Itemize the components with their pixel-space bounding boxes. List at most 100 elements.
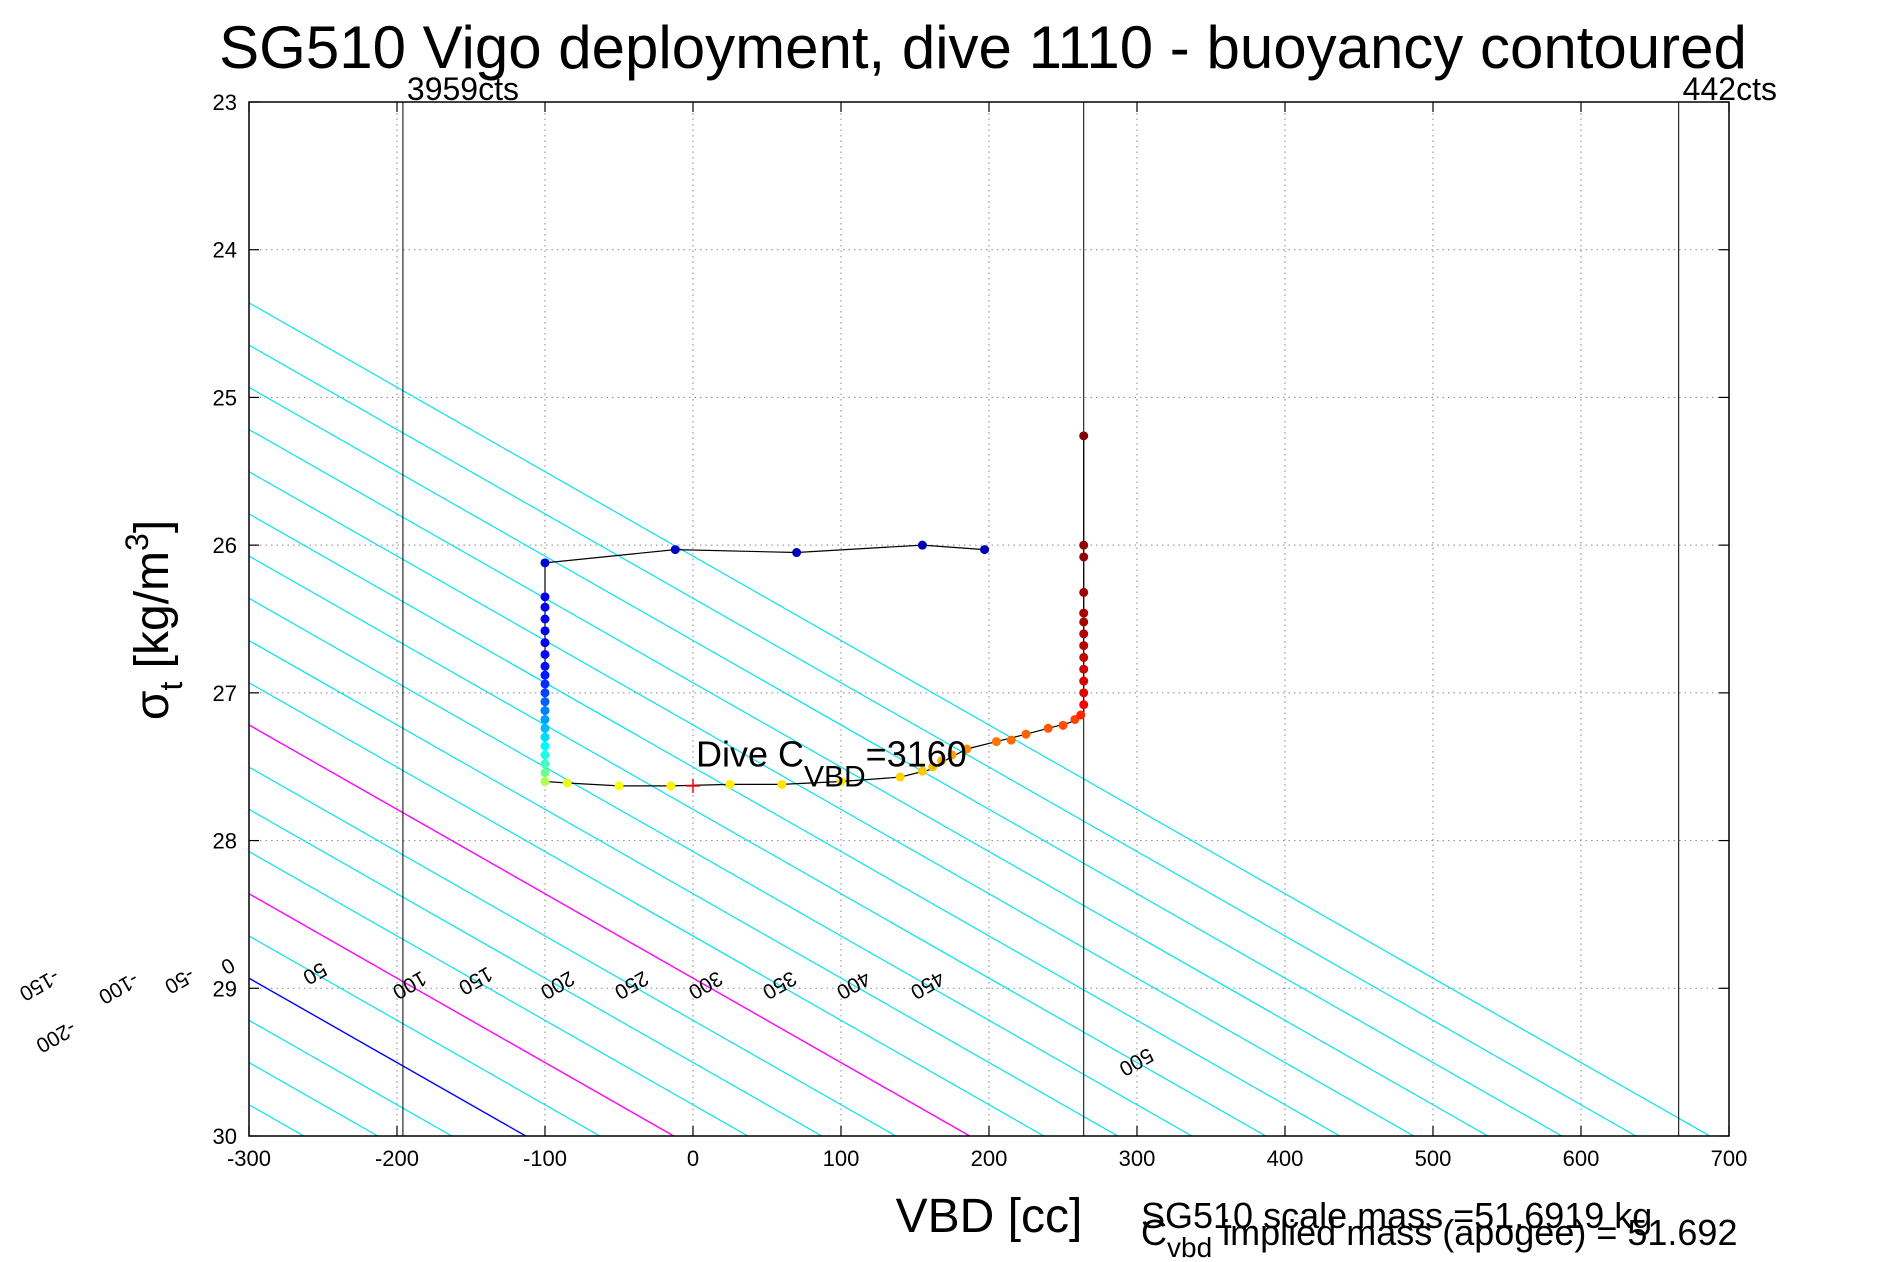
grid-lines [249,102,1729,1136]
data-point [540,592,550,602]
contour-line [0,102,8,1136]
data-points [540,431,1089,793]
x-tick-label: 300 [1119,1146,1156,1171]
implied-mass-annotation: Cvbd implied mass (apogee) = 51.692 [1141,1212,1737,1262]
data-point [1079,617,1089,627]
data-point [937,756,947,766]
data-point [1079,664,1089,674]
contour-label: 100 [388,966,430,1003]
data-point [540,776,550,786]
contour-line [249,471,1415,1136]
y-tick-label: 23 [213,90,237,115]
data-point [991,737,1001,747]
y-tick-label: 30 [213,1124,237,1149]
data-point [980,545,990,555]
data-point [540,697,550,707]
x-tick-label: 100 [823,1146,860,1171]
contour-label: -200 [32,1016,80,1057]
data-point [540,638,550,648]
x-axis-ticks: -300 -200 -100 0 100 200 300 400 500 600 700 [227,102,1747,1171]
data-point [1079,641,1089,651]
data-point [895,772,905,782]
data-point [1079,587,1089,597]
data-point [562,778,572,788]
data-point [666,781,676,791]
y-tick-label: 26 [213,533,237,558]
data-point [540,626,550,636]
contour-label: 200 [536,966,578,1003]
data-point [540,661,550,671]
contour-label: -50 [161,963,199,998]
data-point [540,706,550,716]
contour-line [249,766,897,1136]
contour-line [249,344,1637,1136]
data-point [540,649,550,659]
contour-label: 300 [684,966,726,1003]
data-point [725,779,735,789]
data-point [1076,710,1086,720]
x-tick-label: -300 [227,1146,271,1171]
data-point [1079,552,1089,562]
contour-line [249,682,1045,1136]
contour-line [249,639,1119,1136]
contour-label: 400 [832,966,874,1003]
contour-label: 50 [299,957,331,989]
contour-label: 250 [610,966,652,1003]
contour-label: 0 [217,953,239,979]
y-tick-label: 28 [213,829,237,854]
data-point [540,670,550,680]
contour-line [249,555,1267,1136]
x-tick-label: 600 [1563,1146,1600,1171]
contour-line [249,808,823,1136]
y-tick-label: 29 [213,976,237,1001]
x-tick-label: 500 [1415,1146,1452,1171]
x-tick-label: 400 [1267,1146,1304,1171]
data-point [1079,608,1089,618]
data-point [962,744,972,754]
y-axis-ticks: 23 24 25 26 27 28 29 30 [213,90,1729,1149]
data-point [928,762,938,772]
contour-label: -100 [95,967,143,1008]
data-point [836,776,846,786]
data-point [540,732,550,742]
y-axis-label: σt [kg/m3] [119,520,189,720]
data-point [1006,735,1016,745]
y-tick-label: 25 [213,385,237,410]
y-tick-label: 24 [213,238,237,263]
data-point [1079,688,1089,698]
contour-line [249,724,971,1136]
data-point [540,558,550,568]
data-point [1079,629,1089,639]
data-point [540,602,550,612]
data-point [917,540,927,550]
vbd-limit-lines: 3959cts 442cts [402,71,1777,1136]
x-tick-label: 0 [687,1146,699,1171]
data-point [947,750,957,760]
contour-label: 500 [1115,1043,1157,1080]
data-point [1079,540,1089,550]
x-tick-label: 700 [1711,1146,1748,1171]
y-tick-label: 27 [213,681,237,706]
data-point [540,614,550,624]
contour-line [249,302,1711,1136]
contour-label: -150 [15,964,63,1005]
contour-line [249,850,749,1136]
x-tick-label: 200 [971,1146,1008,1171]
scale-mass-annotation: SG510 scale mass =51.6919 kg [1141,1195,1652,1236]
data-point [917,766,927,776]
data-point [670,545,680,555]
contour-label: 150 [455,962,497,999]
climb-trace [544,544,985,564]
data-point [540,688,550,698]
data-point [777,779,787,789]
data-point [792,548,802,558]
data-point [614,781,624,791]
data-point [540,768,550,778]
contour-line [249,597,1193,1136]
data-point [540,759,550,769]
contour-label: 450 [906,966,948,1003]
chart-title: SG510 Vigo deployment, dive 1110 - buoya… [219,14,1747,81]
x-axis-label: VBD [cc] [896,1190,1083,1243]
contour-line [249,892,675,1136]
